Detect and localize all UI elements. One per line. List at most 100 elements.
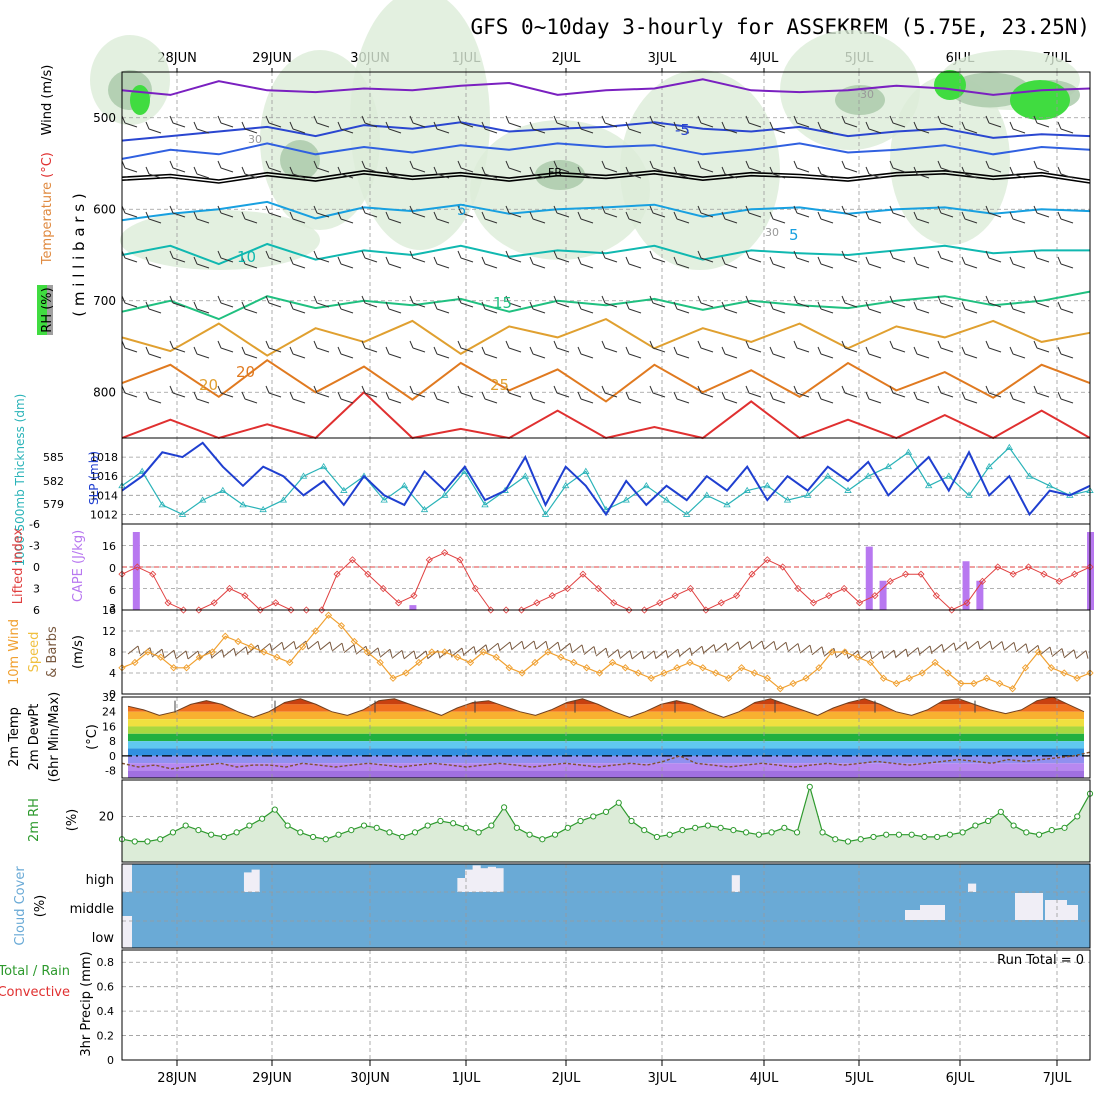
millibars-axis-label: ( m i l l i b a r s ) [70,193,88,316]
wind-barb [1009,391,1026,404]
wind10-barb [667,648,681,658]
rh-point [450,820,457,827]
rh-point [373,824,380,831]
wind-barb [793,160,810,173]
wind10-barb [271,641,285,651]
wind10-barb [607,649,621,658]
wind-barb [361,115,378,128]
wind-barb [409,385,426,398]
dewpt-line [121,751,1091,770]
rh-point [743,829,750,836]
temp-axis-label: Temperature [40,182,55,265]
wind-ytick-label: 8 [109,646,116,659]
wind-barb [529,166,546,179]
wind10-barb [283,640,297,650]
li-point [994,563,1002,571]
wind-barb [577,211,594,224]
wind-barb [865,166,882,179]
rh-frame [121,779,1091,863]
wind10-point [660,669,668,677]
precip-ytick-label: 0.8 [97,956,115,969]
cloud-gap [487,866,496,892]
contour-label: 5 [457,201,467,219]
wind-barb [241,301,258,314]
rh-point [628,817,635,825]
wind-barb [481,166,498,179]
bottom-day-label: 4JUL [750,1071,780,1086]
rh-point [144,838,151,845]
wind-barb [577,121,594,134]
wind-barb [1033,115,1050,128]
wind-barb [841,340,858,353]
wind10-point [479,648,488,656]
wind-barb [409,160,426,173]
wind-barb [217,250,234,263]
wind-barb [625,391,642,404]
t2m-ytick-label: 24 [102,706,116,719]
bottom-day-label: 7JUL [1043,1071,1073,1086]
thickness-ytick-label: 582 [43,475,64,488]
wind10-barb [751,640,765,650]
rh-shade-5 [120,210,320,270]
wind10-point [841,648,849,656]
wind-barb [889,205,906,218]
slp-frame [121,437,1091,525]
wind-barb [817,211,834,224]
wind10-point [1034,648,1043,656]
rh-shade-green-2 [130,85,150,115]
wind-barb [625,346,642,359]
wind-barb [769,391,786,404]
wind10-barb [391,649,405,659]
temp-band [128,763,1084,771]
wind10-barb [595,647,609,657]
wind-barb [121,160,138,173]
rh-point [539,836,546,843]
wind10-barb [1039,646,1053,656]
wind10-barb [151,648,165,658]
rh2m-axis-label: 2m RH [27,798,42,842]
wind-barb [529,301,546,314]
wind-barb [673,121,690,134]
wind-barb [289,166,306,179]
rh-point [781,824,788,831]
wind-barb [601,160,618,173]
wind-barb [529,121,546,134]
wind-barb [385,346,402,359]
wind-barb [961,391,978,404]
cape-bar [962,561,970,610]
wind-barb [265,385,282,398]
rh-point [653,833,661,841]
wind-barb [649,340,666,353]
wind-barb [217,340,234,353]
wind10-point [299,643,307,651]
li-point [809,599,817,607]
wind-barb [721,121,738,134]
thickness-point [723,501,731,508]
temp-band [128,726,1084,734]
cape-axis-label: CAPE (J/kg) [71,530,86,602]
wind10-point [763,674,771,682]
isotherm-line [121,200,1091,222]
wind-barb [1033,205,1050,218]
wind-barb [385,256,402,269]
wind-barb [193,121,210,134]
bottom-day-label: 2JUL [552,1071,582,1086]
isotherm-line [121,121,1091,142]
thickness-point [279,496,288,503]
wind-barb [937,250,954,263]
wind10-point [699,664,707,672]
wind10-point [1021,664,1030,672]
rh2m-unit-label: (%) [65,809,80,832]
wind-barb [865,211,882,224]
wind10-barb [1075,650,1089,660]
li-point [502,606,510,614]
rh-point [488,822,495,829]
wind-barb [361,295,378,308]
thickness-point [319,462,328,470]
precip-ytick-label: 0.2 [97,1030,115,1043]
wind10-barb [943,642,957,652]
wind-barb [865,256,882,269]
contour-label: 20 [199,376,218,394]
wind-barb [697,250,714,263]
thickness-ytick-label: 585 [43,451,64,464]
